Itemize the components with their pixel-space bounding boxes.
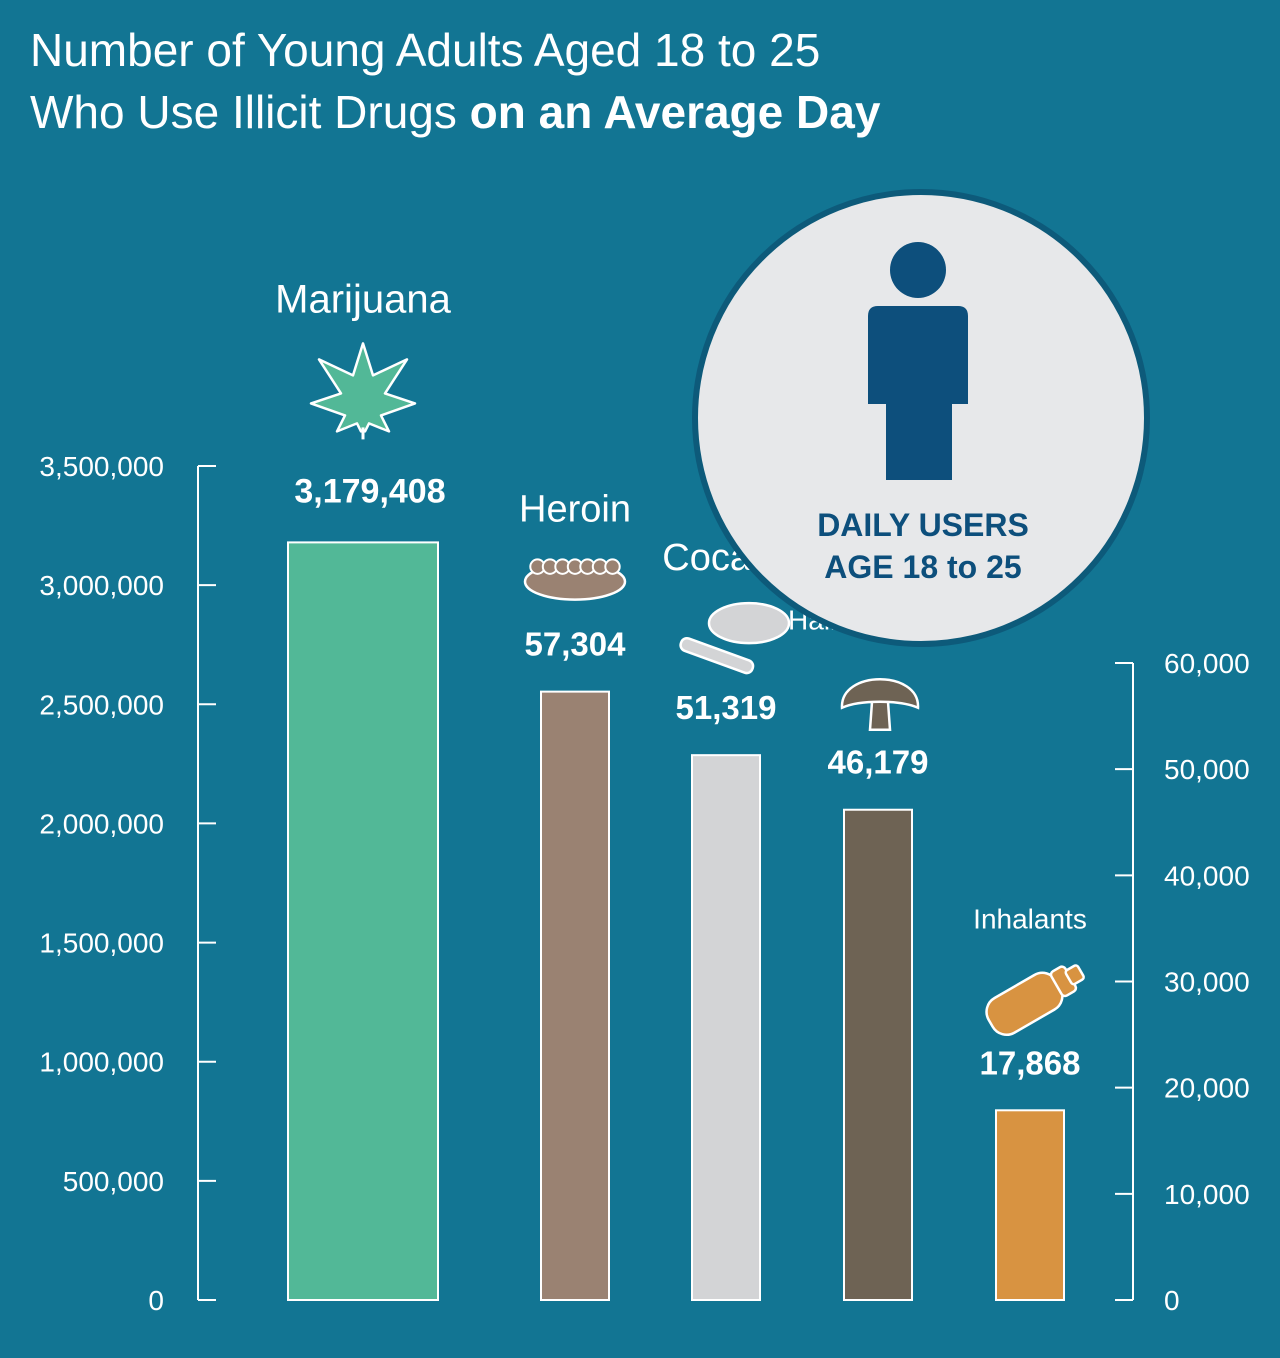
bar-category-label: Heroin <box>519 489 631 531</box>
right-axis-tick-label: 50,000 <box>1164 754 1250 785</box>
bar-marijuana <box>287 541 439 1301</box>
bar-hallucinogens <box>843 808 913 1302</box>
mushroom-icon <box>840 678 920 731</box>
left-axis-tick-label: 2,500,000 <box>39 689 164 720</box>
title-line-1-text: Number of Young Adults Aged 18 to 25 <box>30 24 821 76</box>
badge-line-1: DAILY USERS <box>817 507 1029 543</box>
bar-value-label: 3,179,408 <box>294 472 445 510</box>
bar-value-label: 51,319 <box>676 689 777 726</box>
chart-title-line-2: Who Use Illicit Drugs on an Average Day <box>30 84 880 140</box>
person-head <box>890 242 946 298</box>
left-axis-tick-label: 3,500,000 <box>39 451 164 482</box>
badge-line-2: AGE 18 to 25 <box>824 549 1021 585</box>
cocaine-line-icon <box>679 601 791 675</box>
heroin-powder-icon-bump <box>604 558 621 575</box>
bar-value-label: 17,868 <box>980 1044 1081 1081</box>
title-line-2-bold: on an Average Day <box>469 86 881 138</box>
right-axis-tick-label: 60,000 <box>1164 648 1250 679</box>
heroin-powder-icon <box>523 558 627 601</box>
mushroom-stem <box>868 700 892 731</box>
bar-category-label: Inhalants <box>973 903 1087 934</box>
cannabis-leaf-shape <box>309 342 417 433</box>
left-axis-tick-label: 2,000,000 <box>39 808 164 839</box>
chart-title-line-1: Number of Young Adults Aged 18 to 25 <box>30 22 820 78</box>
person-body <box>868 306 968 480</box>
cannabis-leaf-icon <box>309 342 417 440</box>
inhalant-can-nozzle <box>1064 964 1085 986</box>
right-axis-tick-label: 40,000 <box>1164 860 1250 891</box>
cocaine-straw <box>679 636 755 675</box>
bar-cocaine <box>691 754 761 1301</box>
left-axis-tick-label: 0 <box>148 1285 164 1316</box>
right-axis-tick-label: 20,000 <box>1164 1073 1250 1104</box>
mushroom-cap <box>840 678 920 710</box>
left-axis-tick-label: 1,500,000 <box>39 928 164 959</box>
person-icon <box>868 242 968 480</box>
right-axis-tick-label: 30,000 <box>1164 967 1250 998</box>
bar-category-label: Marijuana <box>275 277 451 321</box>
bar-inhalants <box>995 1109 1065 1301</box>
left-axis-tick-label: 500,000 <box>63 1166 164 1197</box>
right-axis-tick-label: 10,000 <box>1164 1179 1250 1210</box>
title-line-2-regular: Who Use Illicit Drugs <box>30 86 457 138</box>
bar-value-label: 46,179 <box>828 744 929 781</box>
bar-heroin <box>540 690 610 1301</box>
right-axis-tick-label: 0 <box>1164 1285 1180 1316</box>
inhalant-can-icon <box>985 964 1085 1037</box>
left-axis-tick-label: 3,000,000 <box>39 570 164 601</box>
cocaine-pile <box>707 601 791 645</box>
bar-value-label: 57,304 <box>525 626 627 663</box>
left-axis-tick-label: 1,000,000 <box>39 1047 164 1078</box>
